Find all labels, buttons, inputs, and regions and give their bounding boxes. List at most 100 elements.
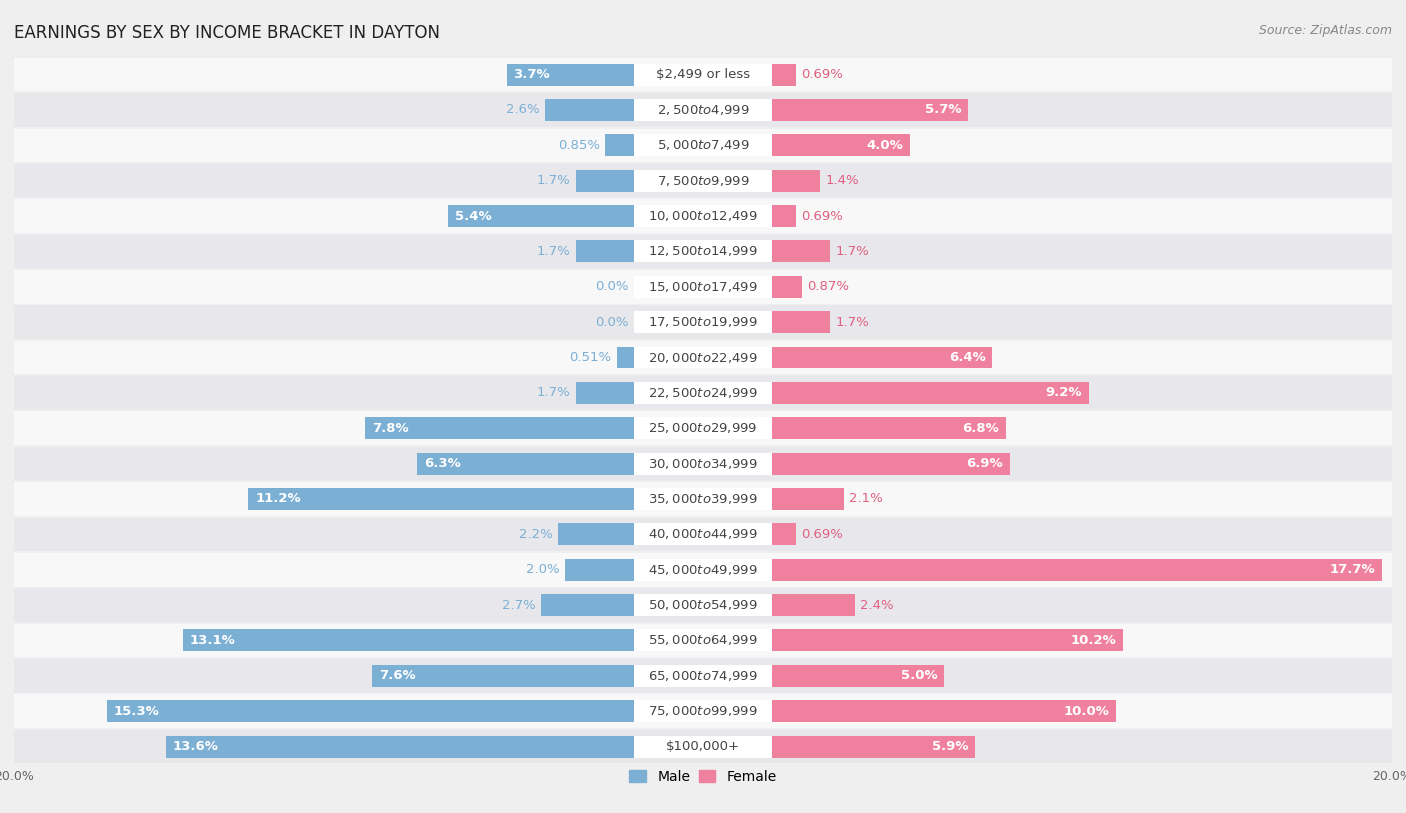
Text: $25,000 to $29,999: $25,000 to $29,999 [648, 421, 758, 435]
Text: $65,000 to $74,999: $65,000 to $74,999 [648, 669, 758, 683]
Bar [772, 417, 1007, 439]
Bar [166, 736, 634, 758]
Text: 2.7%: 2.7% [502, 598, 536, 611]
Legend: Male, Female: Male, Female [624, 764, 782, 789]
Text: 13.1%: 13.1% [190, 634, 235, 647]
Text: 0.85%: 0.85% [558, 139, 599, 152]
Bar [772, 63, 796, 85]
Bar [449, 205, 634, 227]
Bar [772, 453, 1010, 475]
Bar [14, 694, 1392, 728]
Bar [634, 276, 772, 298]
Text: $2,500 to $4,999: $2,500 to $4,999 [657, 103, 749, 117]
Bar [634, 99, 772, 121]
Bar [772, 382, 1088, 404]
Bar [634, 594, 772, 616]
Bar [575, 170, 634, 192]
Bar [772, 524, 796, 546]
Text: 6.8%: 6.8% [963, 422, 1000, 435]
Bar [772, 205, 796, 227]
Bar [14, 376, 1392, 410]
Text: $10,000 to $12,499: $10,000 to $12,499 [648, 209, 758, 223]
Bar [634, 488, 772, 510]
Bar [617, 346, 634, 368]
Text: 17.7%: 17.7% [1329, 563, 1375, 576]
Bar [634, 205, 772, 227]
Bar [634, 382, 772, 404]
Bar [14, 128, 1392, 162]
Text: 7.6%: 7.6% [380, 669, 416, 682]
Text: 0.69%: 0.69% [801, 210, 842, 223]
Bar [634, 629, 772, 651]
Bar [634, 134, 772, 156]
Text: $55,000 to $64,999: $55,000 to $64,999 [648, 633, 758, 647]
Bar [772, 665, 945, 687]
Bar [14, 659, 1392, 693]
Bar [14, 411, 1392, 445]
Bar [575, 382, 634, 404]
Text: 11.2%: 11.2% [256, 493, 301, 506]
Bar [14, 93, 1392, 127]
Bar [14, 589, 1392, 622]
Text: 3.7%: 3.7% [513, 68, 550, 81]
Bar [772, 629, 1123, 651]
Bar [634, 559, 772, 580]
Text: 5.0%: 5.0% [901, 669, 938, 682]
Text: $30,000 to $34,999: $30,000 to $34,999 [648, 457, 758, 471]
Bar [772, 559, 1382, 580]
Text: 10.2%: 10.2% [1070, 634, 1116, 647]
Text: 0.69%: 0.69% [801, 68, 842, 81]
Bar [565, 559, 634, 580]
Text: 1.7%: 1.7% [537, 174, 571, 187]
Text: 6.3%: 6.3% [425, 457, 461, 470]
Text: 4.0%: 4.0% [866, 139, 903, 152]
Text: $12,500 to $14,999: $12,500 to $14,999 [648, 245, 758, 259]
Text: $20,000 to $22,499: $20,000 to $22,499 [648, 350, 758, 364]
Text: 6.4%: 6.4% [949, 351, 986, 364]
Text: 2.0%: 2.0% [526, 563, 560, 576]
Bar [605, 134, 634, 156]
Bar [634, 170, 772, 192]
Bar [634, 524, 772, 546]
Text: $35,000 to $39,999: $35,000 to $39,999 [648, 492, 758, 506]
Bar [772, 276, 801, 298]
Bar [634, 241, 772, 263]
Bar [634, 665, 772, 687]
Text: $7,500 to $9,999: $7,500 to $9,999 [657, 174, 749, 188]
Text: $17,500 to $19,999: $17,500 to $19,999 [648, 315, 758, 329]
Bar [14, 624, 1392, 657]
Text: 10.0%: 10.0% [1063, 705, 1109, 718]
Text: 2.1%: 2.1% [849, 493, 883, 506]
Text: 0.51%: 0.51% [569, 351, 612, 364]
Bar [575, 241, 634, 263]
Text: 5.7%: 5.7% [925, 103, 962, 116]
Bar [107, 700, 634, 722]
Text: 1.7%: 1.7% [537, 386, 571, 399]
Bar [772, 736, 976, 758]
Text: 1.7%: 1.7% [835, 315, 869, 328]
Text: EARNINGS BY SEX BY INCOME BRACKET IN DAYTON: EARNINGS BY SEX BY INCOME BRACKET IN DAY… [14, 24, 440, 42]
Text: 5.9%: 5.9% [932, 740, 969, 753]
Bar [772, 311, 831, 333]
Bar [772, 700, 1116, 722]
Bar [772, 134, 910, 156]
Bar [249, 488, 634, 510]
Text: $22,500 to $24,999: $22,500 to $24,999 [648, 386, 758, 400]
Bar [772, 99, 969, 121]
Bar [183, 629, 634, 651]
Bar [14, 447, 1392, 480]
Text: 2.6%: 2.6% [506, 103, 540, 116]
Bar [418, 453, 634, 475]
Bar [14, 518, 1392, 551]
Bar [772, 594, 855, 616]
Text: 0.87%: 0.87% [807, 280, 849, 293]
Bar [634, 417, 772, 439]
Bar [772, 241, 831, 263]
Bar [14, 553, 1392, 586]
Text: 1.4%: 1.4% [825, 174, 859, 187]
Text: 1.7%: 1.7% [537, 245, 571, 258]
Bar [14, 58, 1392, 91]
Text: 0.0%: 0.0% [595, 280, 628, 293]
Bar [373, 665, 634, 687]
Bar [14, 199, 1392, 233]
